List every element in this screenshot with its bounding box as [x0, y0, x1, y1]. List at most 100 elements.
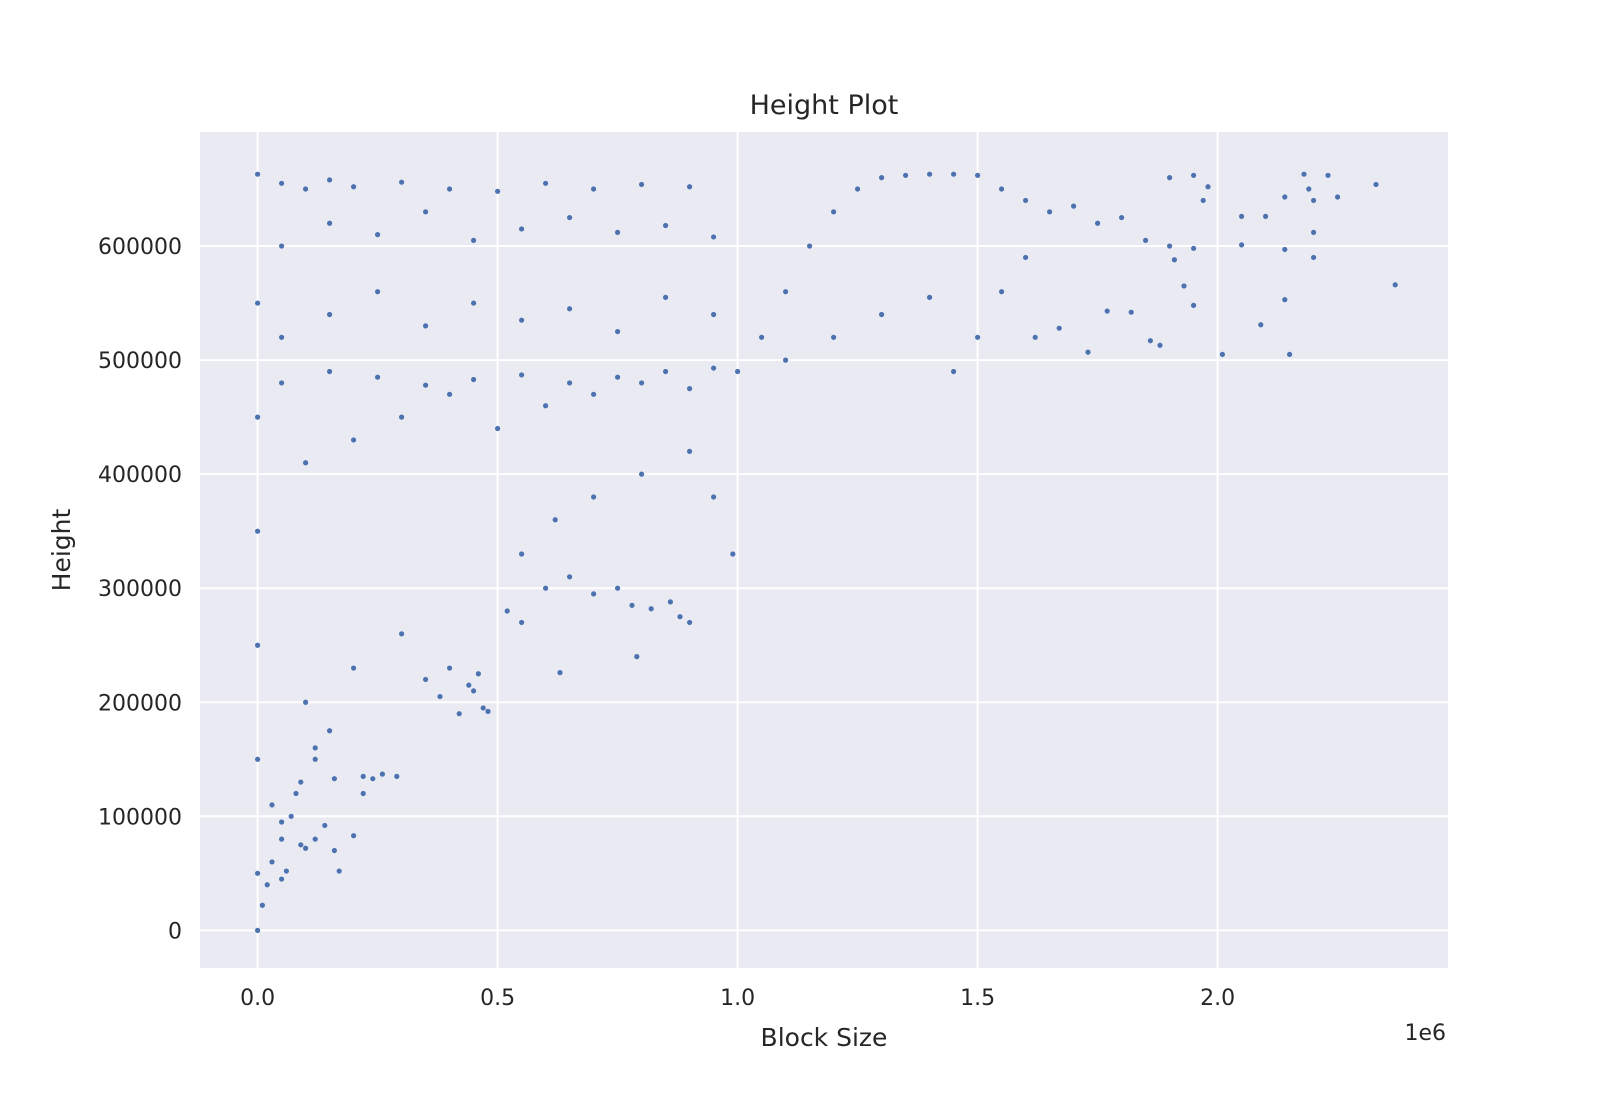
scatter-point — [399, 414, 405, 420]
scatter-point — [1171, 257, 1177, 263]
scatter-point — [437, 693, 443, 700]
scatter-point — [312, 745, 318, 751]
scatter-point — [591, 494, 597, 500]
y-axis-label: Height — [47, 508, 76, 591]
x-tick-label: 1.0 — [720, 986, 755, 1011]
scatter-point — [1181, 283, 1187, 289]
scatter-point — [456, 711, 462, 717]
scatter-point — [1282, 194, 1288, 200]
scatter-point — [471, 237, 477, 243]
scatter-point — [831, 209, 837, 215]
scatter-point — [480, 705, 486, 711]
scatter-point — [475, 671, 481, 677]
scatter-point — [735, 368, 741, 375]
y-tick-label: 400000 — [98, 463, 182, 488]
scatter-point — [375, 232, 381, 238]
scatter-point — [711, 365, 717, 371]
scatter-point — [303, 699, 309, 705]
scatter-point — [519, 317, 525, 323]
scatter-point — [663, 368, 669, 375]
scatter-point — [615, 328, 621, 335]
scatter-point — [759, 334, 765, 340]
scatter-point — [399, 631, 405, 637]
scatter-point — [312, 836, 318, 842]
scatter-point — [279, 819, 285, 825]
scatter-point — [1023, 254, 1029, 261]
scatter-point — [687, 386, 693, 392]
y-axis-ticks: 0 100000 200000 300000 400000 500000 600000 — [98, 235, 182, 944]
scatter-point — [552, 517, 558, 523]
scatter-point — [1119, 214, 1125, 221]
scatter-point — [360, 790, 366, 797]
scatter-point — [288, 813, 294, 819]
scatter-point — [327, 220, 333, 226]
scatter-point — [807, 243, 813, 249]
scatter-point — [485, 708, 491, 714]
x-tick-label: 2.0 — [1200, 986, 1235, 1011]
scatter-point — [447, 665, 453, 671]
scatter-point — [312, 756, 318, 762]
scatter-point — [495, 425, 501, 432]
scatter-point — [471, 300, 477, 306]
scatter-point — [1219, 351, 1225, 358]
scatter-point — [447, 186, 453, 192]
scatter-point — [1047, 209, 1053, 215]
scatter-point — [423, 209, 429, 215]
y-tick-label: 500000 — [98, 349, 182, 374]
scatter-point — [687, 184, 693, 190]
scatter-point — [879, 175, 885, 181]
scatter-point — [303, 460, 309, 466]
scatter-point — [1191, 245, 1197, 251]
scatter-point — [423, 323, 429, 329]
scatter-point — [1157, 342, 1163, 348]
scatter-point — [591, 186, 597, 192]
scatter-point — [639, 471, 645, 477]
y-tick-label: 300000 — [98, 577, 182, 602]
scatter-point — [1147, 338, 1153, 344]
scatter-point — [591, 391, 597, 397]
scatter-point — [375, 374, 381, 380]
scatter-point — [519, 372, 525, 378]
scatter-point — [1301, 171, 1307, 177]
scatter-point — [322, 822, 328, 829]
scatter-point — [1095, 220, 1101, 226]
scatter-point — [1200, 197, 1206, 204]
scatter-point — [879, 311, 885, 318]
scatter-point — [255, 927, 261, 933]
scatter-point — [639, 181, 645, 188]
chart-title: Height Plot — [750, 90, 899, 121]
scatter-point — [279, 380, 285, 386]
scatter-point — [519, 551, 525, 557]
scatter-point — [1335, 194, 1341, 200]
scatter-point — [495, 188, 501, 194]
scatter-point — [255, 642, 261, 648]
scatter-point — [264, 882, 270, 888]
scatter-point — [1167, 175, 1173, 181]
scatter-points — [255, 171, 1398, 933]
scatter-point — [293, 790, 299, 797]
scatter-point — [1311, 197, 1317, 204]
scatter-point — [1104, 308, 1110, 314]
scatter-point — [471, 688, 477, 694]
x-tick-label: 0.5 — [480, 986, 515, 1011]
scatter-point — [783, 357, 789, 363]
scatter-point — [677, 614, 683, 620]
scatter-point — [1239, 242, 1245, 248]
scatter-point — [399, 179, 405, 185]
scatter-point — [279, 334, 285, 340]
x-axis-label: Block Size — [761, 1023, 888, 1052]
scatter-point — [1191, 302, 1197, 308]
scatter-point — [1282, 297, 1288, 303]
scatter-point — [1373, 181, 1379, 188]
scatter-point — [327, 311, 333, 318]
scatter-point — [519, 226, 525, 232]
scatter-point — [783, 289, 789, 295]
scatter-point — [1023, 197, 1029, 204]
scatter-point — [1128, 309, 1134, 315]
scatter-point — [687, 619, 693, 626]
plot-area — [200, 132, 1448, 968]
y-tick-label: 200000 — [98, 691, 182, 716]
scatter-point — [711, 311, 717, 318]
scatter-point — [629, 602, 635, 608]
